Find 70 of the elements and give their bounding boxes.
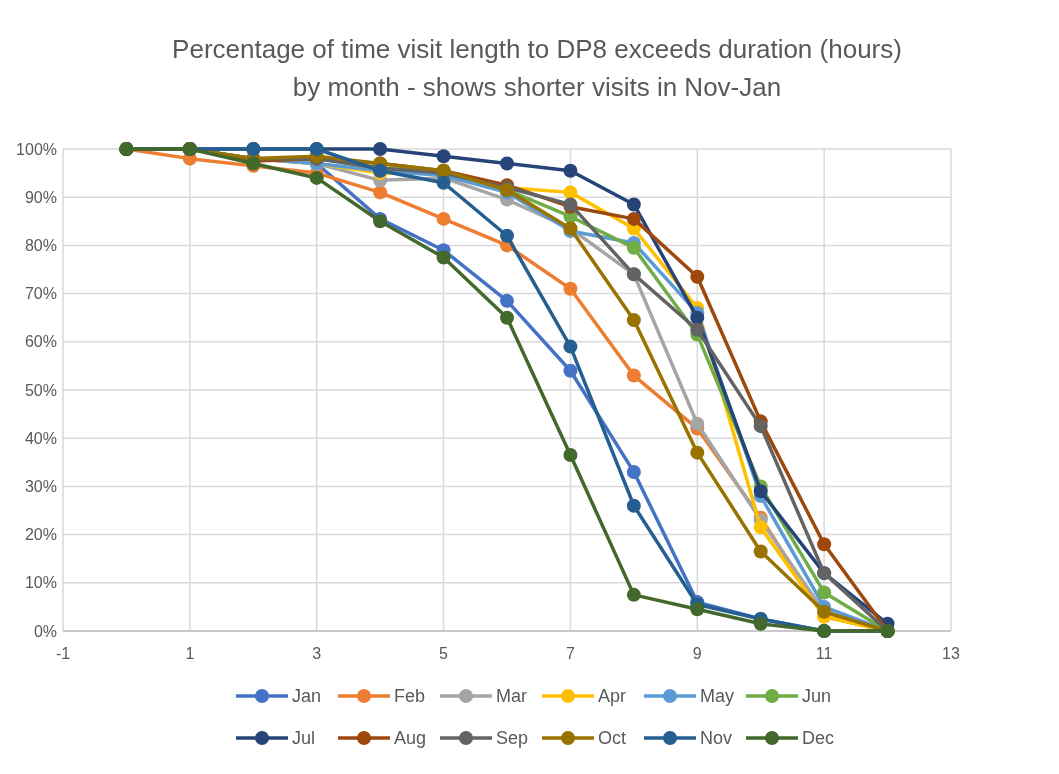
point — [500, 228, 514, 243]
legend-label: May — [700, 686, 735, 707]
legend-label: Aug — [394, 728, 427, 749]
legend-label: Mar — [496, 686, 527, 707]
x-tick-label: -1 — [55, 645, 71, 662]
y-tick-label: 40% — [24, 429, 57, 447]
y-tick-label: 90% — [24, 188, 57, 206]
point — [626, 211, 641, 226]
point — [563, 281, 578, 296]
point — [626, 498, 641, 513]
point — [500, 156, 514, 171]
point — [309, 170, 324, 185]
y-tick-label: 60% — [24, 333, 57, 351]
point — [626, 240, 641, 255]
point — [753, 419, 768, 434]
point — [563, 363, 578, 378]
x-tick-label: 5 — [439, 645, 449, 662]
point — [500, 293, 514, 308]
legend-label: Jun — [802, 686, 832, 707]
point — [690, 416, 705, 431]
point — [436, 250, 451, 265]
y-tick-label: 70% — [24, 285, 57, 303]
legend-label: Oct — [598, 728, 627, 749]
x-tick-label: 11 — [815, 645, 833, 662]
x-tick-label: 3 — [312, 645, 322, 662]
legend-label: Jan — [292, 686, 322, 707]
x-tick-label: 9 — [692, 645, 702, 662]
x-tick-label: 1 — [185, 645, 195, 662]
legend-label: Feb — [394, 686, 426, 707]
x-tick-label: 7 — [565, 645, 575, 662]
point — [690, 310, 705, 325]
point — [626, 587, 641, 602]
point — [373, 142, 388, 156]
y-tick-label: 100% — [16, 140, 57, 158]
y-tick-label: 20% — [24, 526, 57, 544]
point — [817, 537, 832, 552]
point — [626, 313, 641, 328]
y-tick-label: 80% — [24, 237, 57, 254]
legend-label: Apr — [598, 686, 627, 707]
point — [436, 149, 451, 164]
point — [563, 185, 578, 200]
y-tick-label: 10% — [24, 574, 57, 592]
y-tick-label: 0% — [33, 622, 57, 640]
y-tick-label: 50% — [24, 381, 57, 399]
legend-label: Dec — [802, 728, 835, 749]
point — [690, 445, 705, 460]
point — [626, 368, 641, 383]
legend-label: Jul — [292, 728, 316, 749]
point — [563, 448, 578, 463]
legend-label: Nov — [700, 728, 733, 749]
point — [436, 175, 451, 190]
point — [753, 520, 768, 535]
point — [500, 310, 514, 325]
point — [753, 484, 768, 499]
point — [690, 269, 705, 284]
point — [690, 602, 705, 617]
point — [817, 585, 832, 600]
point — [626, 197, 641, 212]
chart-title: Percentage of time visit length to DP8 exceeds duration (hours) by month - shows shorter visits in Nov-Jan — [172, 34, 902, 102]
point — [563, 163, 578, 178]
point — [436, 211, 451, 226]
point — [753, 544, 768, 559]
point — [690, 322, 705, 337]
legend-label: Sep — [496, 728, 529, 749]
x-tick-label: 13 — [942, 645, 960, 662]
point — [753, 616, 768, 631]
y-tick-label: 30% — [24, 478, 57, 495]
point — [563, 339, 578, 354]
point — [626, 464, 641, 479]
point — [373, 185, 388, 200]
